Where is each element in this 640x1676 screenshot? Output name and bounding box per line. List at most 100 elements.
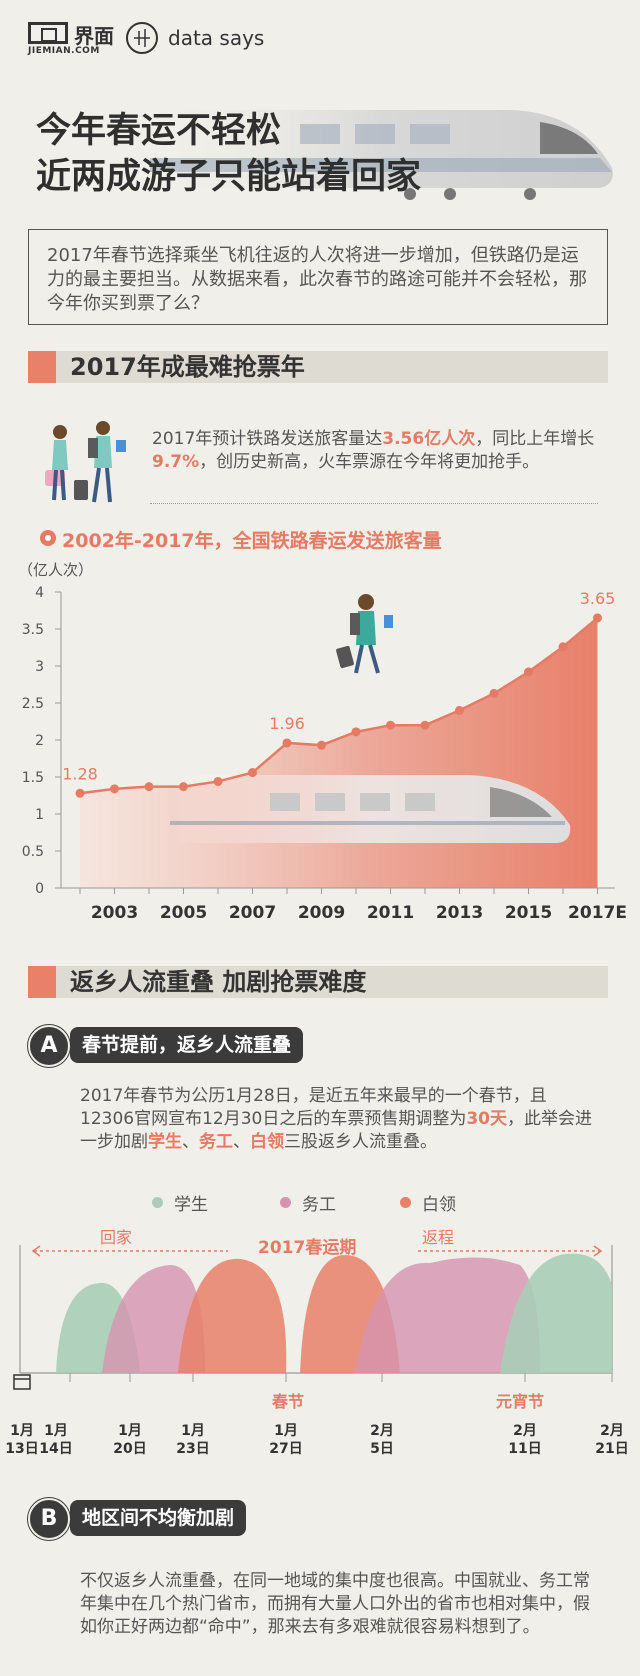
section-marker: [28, 966, 56, 998]
x-tick-label: 2003: [91, 903, 138, 923]
section2-header: 返乡人流重叠 加剧抢票难度: [28, 966, 608, 998]
date-day: 13日: [5, 1441, 38, 1457]
travelers-icon: [45, 421, 126, 503]
date-month: 1月: [10, 1423, 34, 1439]
passenger-line: [79, 616, 599, 795]
date-day: 23日: [176, 1441, 209, 1457]
data-point: [144, 782, 154, 792]
y-tick-label: 1: [35, 807, 44, 823]
student-wave-return: [500, 1253, 612, 1373]
data-says-icon: [126, 22, 158, 54]
x-tick-label: 2013: [436, 903, 483, 923]
train-illustration: [150, 110, 613, 200]
data-point: [593, 613, 602, 623]
legend-dot-whitecollar: [400, 1197, 411, 1208]
legend-dot-worker: [280, 1197, 291, 1208]
jiemian-logo-icon: [28, 22, 68, 44]
chart-train-illustration: [170, 775, 571, 843]
walking-traveler-icon: [336, 594, 393, 674]
x-tick-label: 2007: [229, 903, 276, 923]
date-month: 1月: [181, 1423, 205, 1439]
section2-title: 返乡人流重叠 加剧抢票难度: [70, 968, 367, 996]
x-tick-label: 2011: [367, 903, 414, 923]
data-point: [110, 784, 119, 794]
event-lantern-festival: 元宵节: [496, 1392, 544, 1411]
x-tick-label: 2015: [505, 903, 552, 923]
date-month: 2月: [600, 1423, 624, 1439]
worker-wave-home: [102, 1265, 205, 1373]
section1-para: 2017年预计铁路发送旅客量达3.56亿人次，同比上年增长9.7%，创历史新高，…: [152, 429, 595, 472]
flow-chart: 回家 2017春运期 返程 春节 元宵节 1月 13日 1月 14日 1月 20…: [5, 1228, 628, 1457]
whitecollar-wave-home: [178, 1258, 287, 1373]
flow-period-label: 2017春运期: [258, 1237, 356, 1258]
y-tick-label: 3.5: [22, 622, 44, 638]
passenger-chart: （亿人次） 0 0.5 1 1.5 2 2.5 3 3.5 4 1.28 1.96 3.65 200…: [18, 561, 627, 923]
chart-title-bullet-icon: [40, 530, 56, 546]
flow-home-label: 回家: [100, 1228, 132, 1247]
legend-worker: 务工: [302, 1195, 336, 1215]
date-month: 2月: [370, 1423, 394, 1439]
legend-student: 学生: [174, 1195, 208, 1215]
section1-title: 2017年成最难抢票年: [70, 353, 305, 381]
data-point: [489, 688, 499, 698]
section-marker: [28, 351, 56, 383]
divider: [150, 503, 598, 504]
y-tick-label: 2: [35, 733, 44, 749]
flow-return-label: 返程: [422, 1228, 454, 1247]
worker-wave-return: [355, 1257, 540, 1373]
data-point: [351, 727, 361, 737]
intro-box: 2017年春节选择乘坐飞机往返的人次将进一步增加，但铁路仍是运力的最主要担当。从…: [28, 229, 608, 325]
logo-en: JIEMIAN.COM: [28, 46, 100, 56]
data-label: 1.28: [62, 764, 98, 783]
y-tick-label: 3: [35, 659, 44, 675]
date-month: 1月: [274, 1423, 298, 1439]
y-tick-label: 4: [35, 585, 44, 601]
calendar-icon: [13, 1374, 31, 1390]
title-line-1: 今年春运不轻松: [36, 111, 282, 151]
data-label: 1.96: [269, 714, 305, 733]
partner-name: data says: [168, 26, 265, 50]
y-tick-label: 2.5: [22, 696, 44, 712]
y-tick-label: 0.5: [22, 844, 44, 860]
data-point: [386, 720, 395, 730]
y-tick-label: 0: [35, 881, 44, 897]
data-point: [75, 788, 85, 798]
subsection-b-title: 地区间不均衡加剧: [70, 1500, 247, 1536]
subsection-a-title: 春节提前，返乡人流重叠: [70, 1027, 304, 1063]
date-month: 2月: [513, 1423, 537, 1439]
y-tick-label: 1.5: [22, 770, 44, 786]
date-day: 14日: [39, 1441, 72, 1457]
data-point: [420, 720, 430, 730]
legend-dot-student: [152, 1197, 163, 1208]
logo-cn: 界面: [74, 24, 114, 48]
data-point: [524, 667, 533, 677]
subsection-a-para: 2017年春节为公历1月28日，是近五年来最早的一个春节，且12306官网宣布1…: [80, 1086, 593, 1152]
data-point: [179, 782, 188, 792]
data-point: [455, 705, 464, 715]
data-point: [282, 738, 292, 748]
subsection-b-para: 不仅返乡人流重叠，在同一地域的集中度也很高。中国就业、务工常年集中在几个热门省市…: [80, 1571, 590, 1637]
x-tick-label: 2009: [298, 903, 345, 923]
section1-header: 2017年成最难抢票年: [28, 351, 608, 383]
chart-title: 2002年-2017年，全国铁路春运发送旅客量: [62, 530, 442, 552]
date-day: 27日: [269, 1441, 302, 1457]
date-month: 1月: [44, 1423, 68, 1439]
data-label: 3.65: [580, 589, 616, 608]
data-point: [317, 740, 326, 750]
x-tick-label: 2005: [160, 903, 207, 923]
data-point: [248, 768, 257, 778]
legend-whitecollar: 白领: [422, 1195, 456, 1215]
date-day: 11日: [508, 1441, 541, 1457]
x-tick-label: 2017E: [568, 903, 627, 923]
data-point: [213, 776, 223, 786]
date-day: 21日: [595, 1441, 628, 1457]
y-axis-label: （亿人次）: [18, 561, 93, 579]
date-day: 20日: [113, 1441, 146, 1457]
data-point: [558, 642, 568, 652]
page-title: 今年春运不轻松 近两成游子只能站着回家: [36, 108, 421, 200]
title-line-2: 近两成游子只能站着回家: [36, 157, 422, 197]
badge-b: B: [28, 1498, 70, 1540]
badge-a: A: [28, 1025, 70, 1067]
date-month: 1月: [118, 1423, 142, 1439]
event-spring-festival: 春节: [271, 1392, 304, 1411]
